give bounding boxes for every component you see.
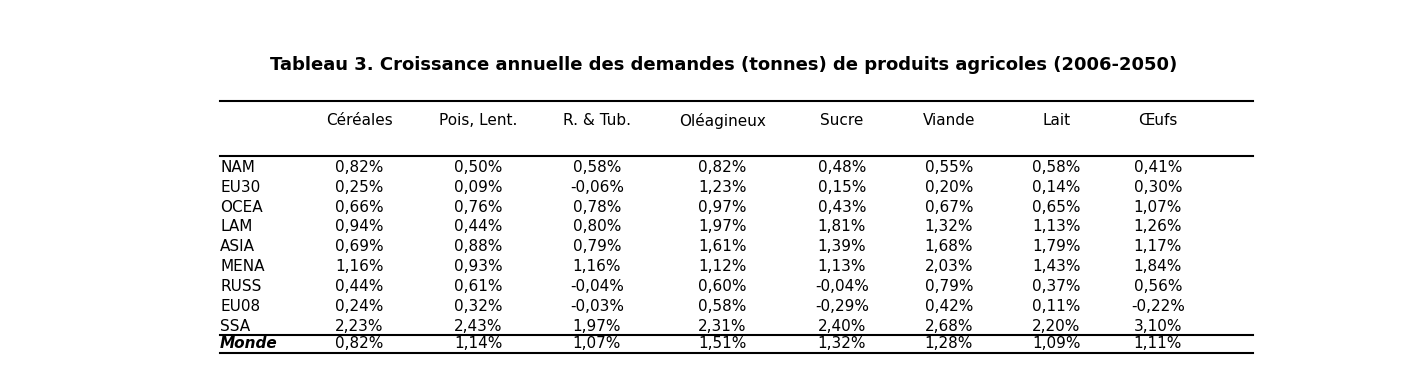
Text: Viande: Viande [923,113,975,128]
Text: Oléagineux: Oléagineux [679,113,766,129]
Text: 1,51%: 1,51% [698,336,746,351]
Text: 0,14%: 0,14% [1031,180,1081,195]
Text: 1,17%: 1,17% [1133,239,1182,254]
Text: 1,43%: 1,43% [1031,259,1081,274]
Text: 1,11%: 1,11% [1133,336,1182,351]
Text: -0,06%: -0,06% [570,180,624,195]
Text: RUSS: RUSS [220,279,261,294]
Text: 0,50%: 0,50% [454,160,502,175]
Text: 0,79%: 0,79% [924,279,974,294]
Text: 0,93%: 0,93% [454,259,502,274]
Text: 0,82%: 0,82% [336,336,384,351]
Text: 2,23%: 2,23% [336,319,384,333]
Text: 1,07%: 1,07% [573,336,621,351]
Text: SSA: SSA [220,319,250,333]
Text: 0,67%: 0,67% [924,200,974,215]
Text: 0,97%: 0,97% [698,200,746,215]
Text: 0,82%: 0,82% [336,160,384,175]
Text: 0,11%: 0,11% [1031,299,1081,314]
Text: 2,43%: 2,43% [454,319,502,333]
Text: 1,12%: 1,12% [698,259,746,274]
Text: 1,97%: 1,97% [698,220,746,234]
Text: 1,32%: 1,32% [817,336,866,351]
Text: 0,43%: 0,43% [817,200,866,215]
Text: EU30: EU30 [220,180,261,195]
Text: 2,03%: 2,03% [924,259,974,274]
Text: 0,44%: 0,44% [336,279,384,294]
Text: 0,42%: 0,42% [924,299,974,314]
Text: Tableau 3. Croissance annuelle des demandes (tonnes) de produits agricoles (2006: Tableau 3. Croissance annuelle des deman… [270,56,1177,74]
Text: 0,80%: 0,80% [573,220,621,234]
Text: 0,66%: 0,66% [336,200,384,215]
Text: 0,56%: 0,56% [1133,279,1182,294]
Text: NAM: NAM [220,160,255,175]
Text: 1,79%: 1,79% [1031,239,1081,254]
Text: OCEA: OCEA [220,200,262,215]
Text: 1,26%: 1,26% [1133,220,1182,234]
Text: 1,13%: 1,13% [1031,220,1081,234]
Text: 0,76%: 0,76% [454,200,502,215]
Text: 1,39%: 1,39% [817,239,866,254]
Text: 0,82%: 0,82% [698,160,746,175]
Text: 0,65%: 0,65% [1031,200,1081,215]
Text: 0,58%: 0,58% [573,160,621,175]
Text: 1,81%: 1,81% [817,220,866,234]
Text: Céréales: Céréales [326,113,392,128]
Text: Sucre: Sucre [820,113,864,128]
Text: 1,09%: 1,09% [1031,336,1081,351]
Text: 0,30%: 0,30% [1133,180,1182,195]
Text: Œufs: Œufs [1139,113,1178,128]
Text: -0,29%: -0,29% [814,299,869,314]
Text: 0,60%: 0,60% [698,279,746,294]
Text: 1,68%: 1,68% [924,239,974,254]
Text: -0,04%: -0,04% [570,279,624,294]
Text: R. & Tub.: R. & Tub. [563,113,631,128]
Text: 1,07%: 1,07% [1133,200,1182,215]
Text: 1,13%: 1,13% [817,259,866,274]
Text: 1,14%: 1,14% [454,336,502,351]
Text: 0,94%: 0,94% [336,220,384,234]
Text: 0,55%: 0,55% [924,160,974,175]
Text: -0,22%: -0,22% [1130,299,1185,314]
Text: 0,32%: 0,32% [454,299,502,314]
Text: 1,16%: 1,16% [573,259,621,274]
Text: 1,32%: 1,32% [924,220,974,234]
Text: Pois, Lent.: Pois, Lent. [439,113,518,128]
Text: 1,23%: 1,23% [698,180,746,195]
Text: 0,24%: 0,24% [336,299,384,314]
Text: -0,04%: -0,04% [814,279,869,294]
Text: EU08: EU08 [220,299,260,314]
Text: 1,84%: 1,84% [1133,259,1182,274]
Text: 0,41%: 0,41% [1133,160,1182,175]
Text: 2,31%: 2,31% [698,319,746,333]
Text: 0,15%: 0,15% [817,180,866,195]
Text: 1,97%: 1,97% [573,319,621,333]
Text: 2,68%: 2,68% [924,319,974,333]
Text: 1,61%: 1,61% [698,239,746,254]
Text: 0,78%: 0,78% [573,200,621,215]
Text: 0,69%: 0,69% [336,239,384,254]
Text: Monde: Monde [220,336,278,351]
Text: 0,88%: 0,88% [454,239,502,254]
Text: 0,44%: 0,44% [454,220,502,234]
Text: 0,61%: 0,61% [454,279,502,294]
Text: 0,58%: 0,58% [1031,160,1081,175]
Text: -0,03%: -0,03% [570,299,624,314]
Text: 0,20%: 0,20% [924,180,974,195]
Text: 0,25%: 0,25% [336,180,384,195]
Text: 2,40%: 2,40% [817,319,866,333]
Text: 0,58%: 0,58% [698,299,746,314]
Text: ASIA: ASIA [220,239,255,254]
Text: 1,16%: 1,16% [336,259,384,274]
Text: 0,79%: 0,79% [573,239,621,254]
Text: 0,09%: 0,09% [454,180,502,195]
Text: 0,48%: 0,48% [817,160,866,175]
Text: 2,20%: 2,20% [1031,319,1081,333]
Text: MENA: MENA [220,259,265,274]
Text: Lait: Lait [1043,113,1070,128]
Text: LAM: LAM [220,220,253,234]
Text: 1,28%: 1,28% [924,336,974,351]
Text: 0,37%: 0,37% [1031,279,1081,294]
Text: 3,10%: 3,10% [1133,319,1182,333]
